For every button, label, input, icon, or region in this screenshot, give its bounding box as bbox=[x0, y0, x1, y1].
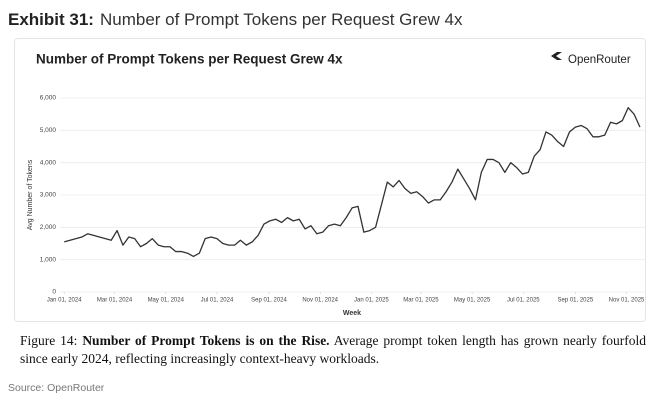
x-tick-label: Sep 01, 2024 bbox=[251, 298, 287, 304]
y-tick-label: 3,000 bbox=[40, 192, 57, 199]
source: Source: OpenRouter bbox=[8, 382, 105, 394]
caption-figure: Figure 14: bbox=[20, 333, 78, 348]
exhibit-header: Exhibit 31: Number of Prompt Tokens per R… bbox=[8, 10, 462, 30]
y-tick-label: 5,000 bbox=[40, 127, 57, 134]
y-tick-label: 6,000 bbox=[40, 95, 57, 102]
x-tick-label: May 01, 2024 bbox=[148, 298, 185, 304]
exhibit-title: Number of Prompt Tokens per Request Grew… bbox=[99, 10, 463, 29]
data-line bbox=[64, 107, 641, 258]
caption: Figure 14: Number of Prompt Tokens is on… bbox=[20, 332, 646, 368]
x-tick-label: Nov 01, 2025 bbox=[609, 298, 645, 304]
logo-text: OpenRouter bbox=[568, 54, 631, 66]
y-tick-label: 2,000 bbox=[40, 224, 57, 231]
y-tick-label: 1,000 bbox=[40, 256, 57, 263]
x-tick-label: Nov 01, 2024 bbox=[302, 298, 338, 304]
caption-text: Average prompt token length has grown ne… bbox=[20, 333, 646, 366]
exhibit-label: Exhibit 31: bbox=[8, 10, 94, 29]
y-tick-label: 0 bbox=[52, 289, 56, 296]
x-axis-label: Week bbox=[343, 310, 361, 317]
logo-icon bbox=[551, 52, 562, 60]
x-tick-label: May 01, 2025 bbox=[454, 298, 491, 304]
y-tick-label: 4,000 bbox=[40, 159, 57, 166]
x-tick-label: Jul 01, 2025 bbox=[507, 298, 540, 304]
chart-card bbox=[14, 38, 646, 322]
caption-bold: Number of Prompt Tokens is on the Rise. bbox=[82, 333, 330, 348]
x-tick-label: Jan 01, 2024 bbox=[47, 298, 82, 304]
y-axis-label: Avg Number of Tokens bbox=[27, 159, 34, 230]
x-tick-label: Sep 01, 2025 bbox=[557, 298, 593, 304]
chart-title: Number of Prompt Tokens per Request Grew… bbox=[36, 52, 343, 67]
x-tick-label: Jan 01, 2025 bbox=[354, 298, 389, 304]
x-tick-label: Jul 01, 2024 bbox=[201, 298, 234, 304]
chart: Number of Prompt Tokens per Request Grew… bbox=[27, 52, 645, 317]
x-tick-label: Mar 01, 2025 bbox=[403, 298, 439, 304]
x-tick-label: Mar 01, 2024 bbox=[97, 298, 133, 304]
